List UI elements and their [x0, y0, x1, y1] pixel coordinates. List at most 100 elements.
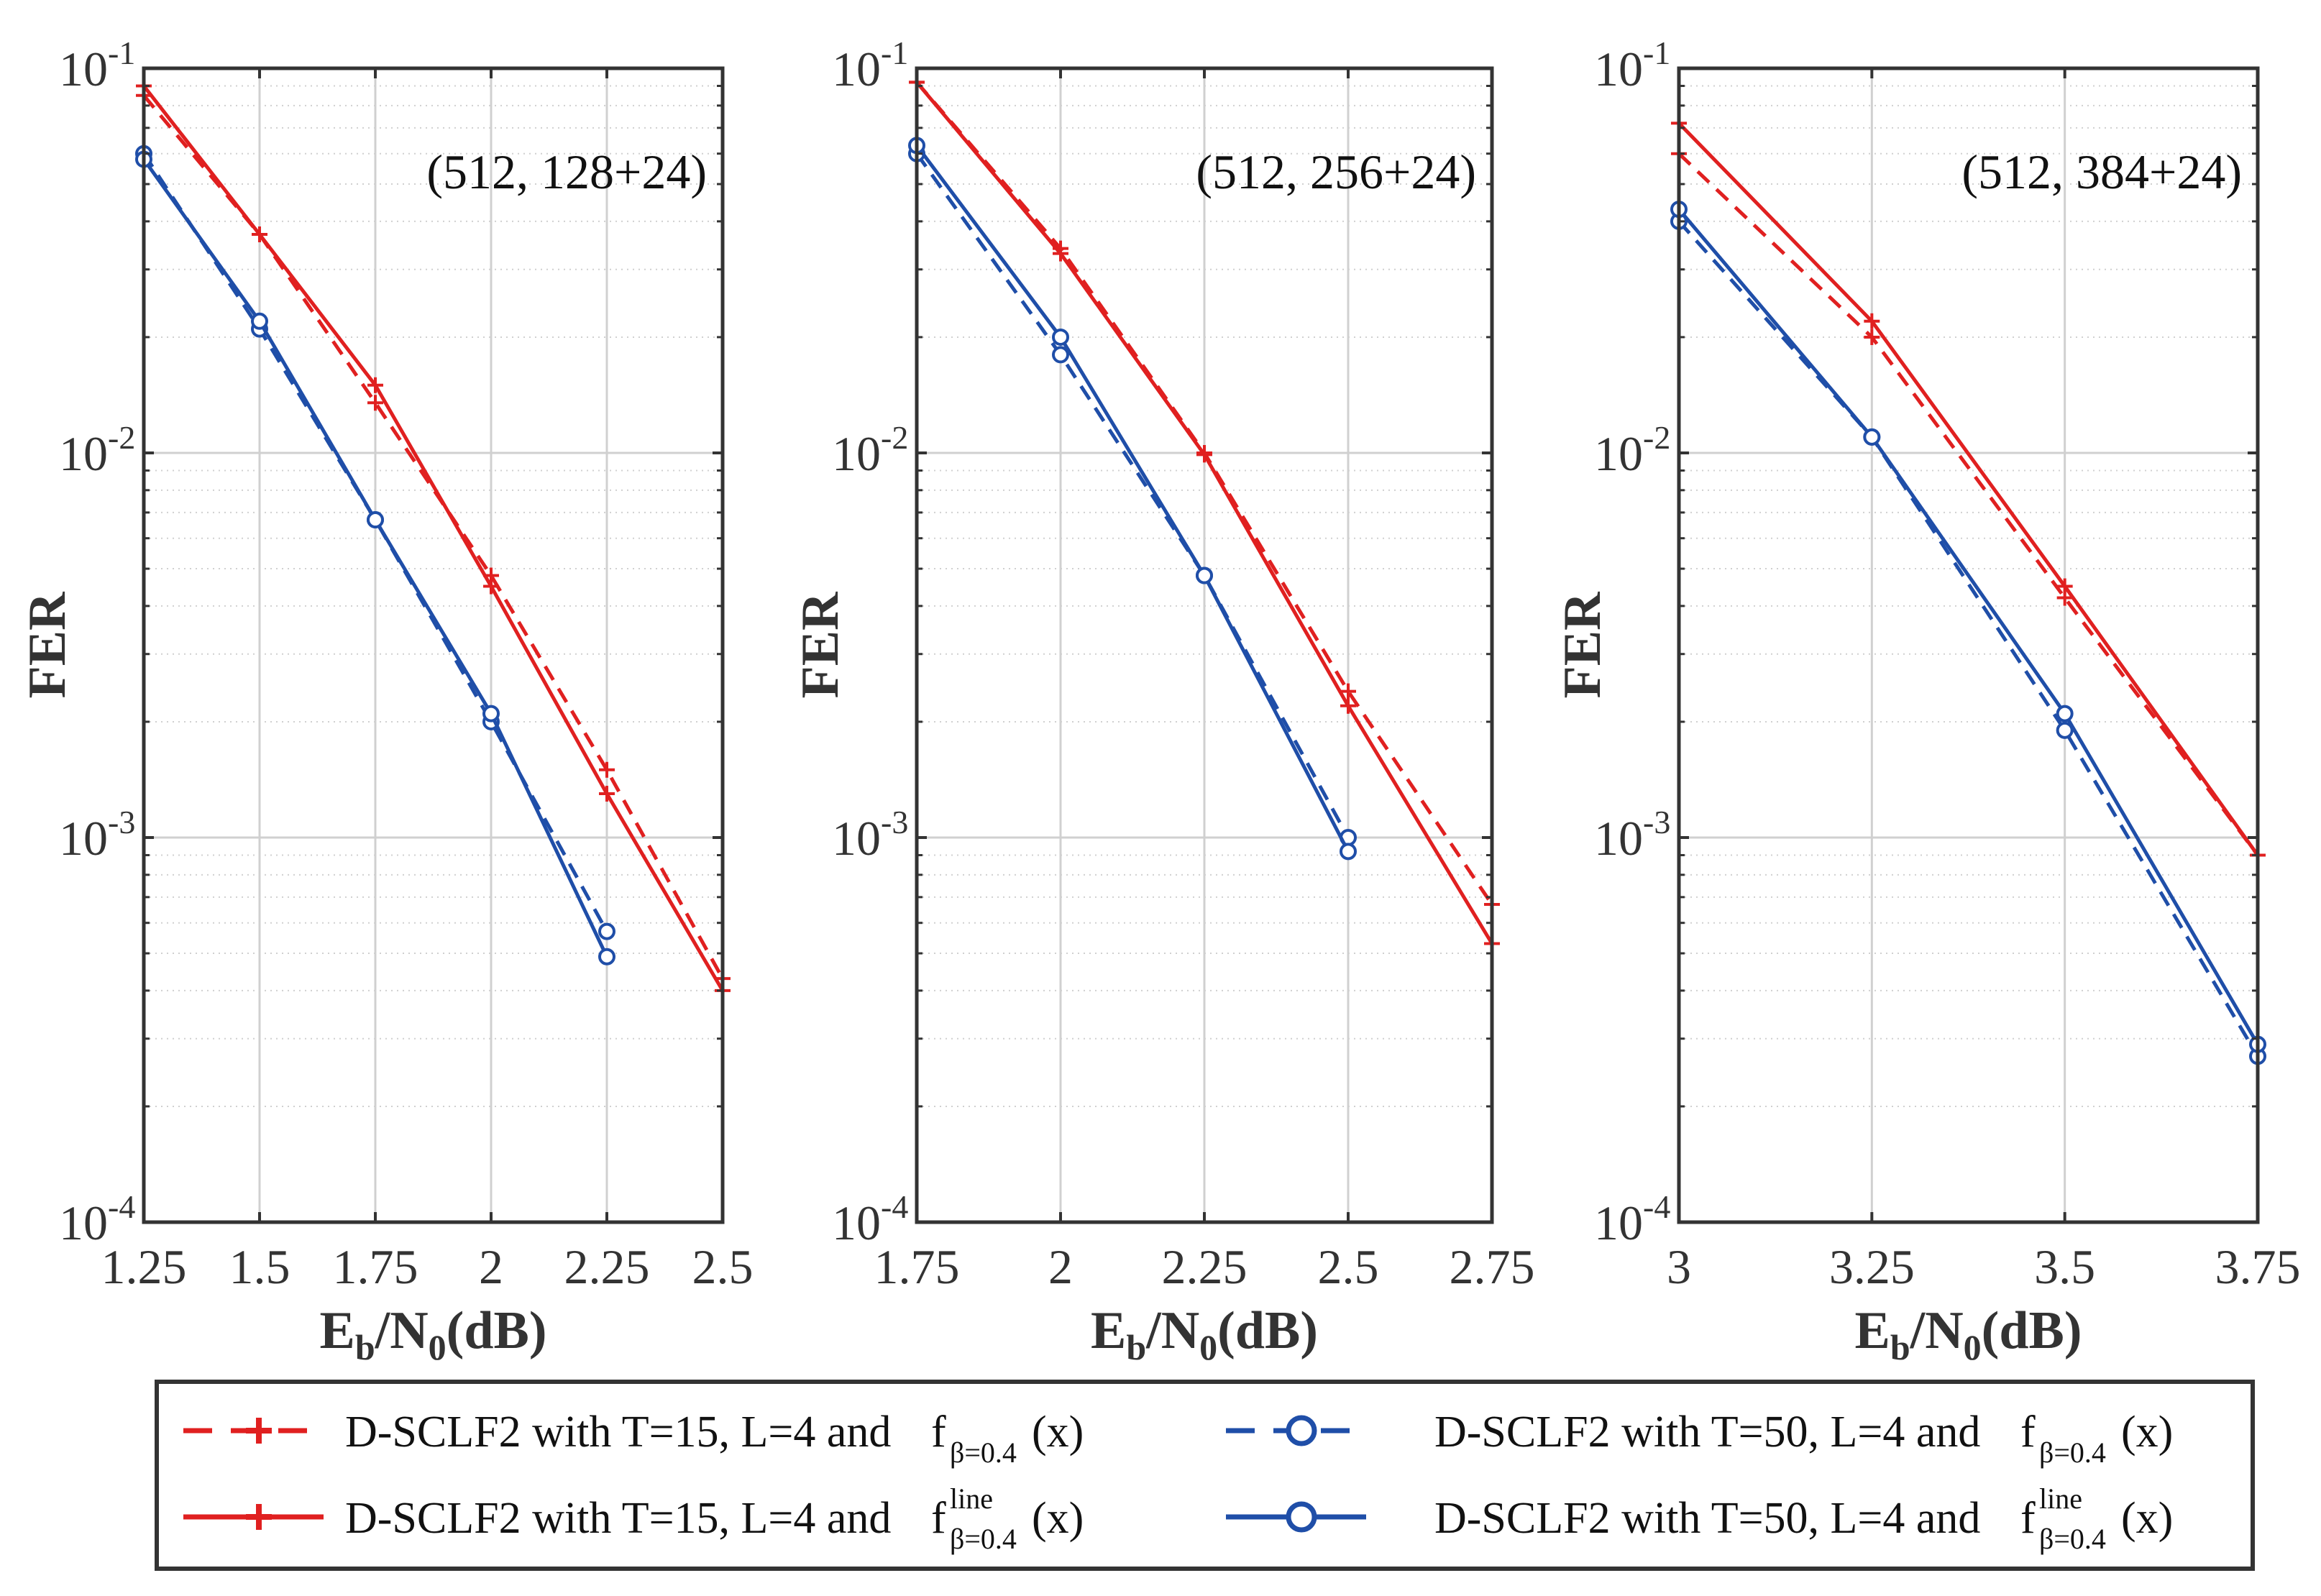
y-tick-exponent: -2	[881, 419, 908, 456]
data-point-plus	[599, 761, 615, 778]
x-axis-label: Eb/N0(dB)	[1091, 1301, 1318, 1367]
y-tick-label: 10-4	[832, 1188, 908, 1250]
legend-func-name: f	[2020, 1494, 2036, 1543]
x-label-sub: b	[1890, 1327, 1910, 1367]
data-point-circle	[2056, 705, 2074, 723]
axes-box	[1677, 66, 2260, 1224]
y-tick-base: 10	[1594, 1196, 1643, 1250]
data-point-circle	[1863, 428, 1881, 446]
legend-func-superscript: line	[2039, 1482, 2082, 1515]
x-tick-label: 2	[1048, 1239, 1073, 1294]
y-tick-base: 10	[832, 811, 881, 866]
legend-func-arg: (x)	[2121, 1494, 2173, 1543]
x-label-sub: 0	[429, 1327, 447, 1367]
x-tick-label: 1.25	[101, 1239, 187, 1294]
x-tick-label: 2.25	[564, 1239, 650, 1294]
data-point-circle	[598, 922, 615, 940]
y-tick-base: 10	[1594, 426, 1643, 481]
y-tick-label: 10-3	[59, 804, 135, 866]
y-tick-label: 10-4	[1594, 1188, 1670, 1250]
legend-function: f β=0.4 (x)	[2020, 1408, 2173, 1469]
legend-circle-marker	[1286, 1415, 1317, 1446]
y-tick-base: 10	[59, 42, 108, 96]
y-tick-base: 10	[59, 426, 108, 481]
legend-function: f line β=0.4 (x)	[931, 1482, 1084, 1555]
y-tick-exponent: -4	[1643, 1188, 1670, 1225]
legend-function: f β=0.4 (x)	[931, 1408, 1084, 1469]
y-tick-exponent: -1	[108, 35, 135, 71]
y-tick-base: 10	[1594, 811, 1643, 866]
y-tick-base: 10	[59, 811, 108, 866]
legend-func-name: f	[2020, 1408, 2036, 1457]
data-point-plus	[1053, 245, 1068, 262]
y-tick-exponent: -2	[1643, 419, 1670, 456]
y-tick-exponent: -1	[881, 35, 908, 71]
legend-func-name: f	[931, 1494, 946, 1543]
x-axis-label: Eb/N0(dB)	[1855, 1301, 2082, 1367]
x-tick-label: 1.75	[333, 1239, 418, 1294]
series-line-red-solid	[1677, 121, 2260, 856]
series-line-blue-dashed	[142, 152, 609, 932]
y-tick-label: 10-2	[832, 419, 908, 481]
x-tick-label: 2.75	[1450, 1239, 1535, 1294]
x-label-main: E	[1855, 1301, 1890, 1360]
y-axis-label: FER	[791, 591, 850, 699]
data-point-circle	[1052, 346, 1069, 364]
y-tick-exponent: -3	[108, 804, 135, 840]
series-line-red-dashed	[142, 94, 725, 980]
x-label-mid: /N	[1910, 1301, 1964, 1360]
y-tick-label: 10-4	[59, 1188, 135, 1250]
x-tick-label: 2	[479, 1239, 503, 1294]
legend-func-subscript: β=0.4	[950, 1523, 1017, 1555]
legend-circle-marker	[1286, 1501, 1317, 1533]
legend-entry-blue-solid: D-SCLF2 with T=50, L=4 and f line β=0.4 (x)	[1226, 1482, 2173, 1555]
y-tick-base: 10	[832, 1196, 881, 1250]
legend-box	[155, 1380, 2255, 1571]
chart-panel-1: 1.25 1.5 1.75 2 2.25 2.510-110-210-310-4FEREb…	[18, 35, 754, 1367]
x-label-tail: (dB)	[1217, 1301, 1318, 1360]
y-tick-label: 10-1	[59, 35, 135, 96]
x-label-main: E	[1091, 1301, 1126, 1360]
data-point-plus	[1340, 683, 1356, 700]
y-tick-label: 10-1	[1594, 35, 1670, 96]
x-tick-label: 2.5	[1318, 1239, 1379, 1294]
chart-panel-2: 1.75 2 2.25 2.5 2.7510-110-210-310-4FEREb/N0…	[791, 35, 1535, 1367]
data-point-plus	[367, 395, 383, 411]
data-point-plus	[1340, 697, 1356, 714]
legend-func-subscript: β=0.4	[2039, 1523, 2106, 1555]
y-tick-label: 10-3	[1594, 804, 1670, 866]
x-axis-label: Eb/N0(dB)	[320, 1301, 547, 1367]
x-label-tail: (dB)	[447, 1301, 547, 1360]
x-tick-label: 2.5	[692, 1239, 754, 1294]
data-point-circle	[251, 312, 268, 330]
series-line-red-solid	[142, 84, 725, 992]
legend-func-arg: (x)	[2121, 1408, 2173, 1457]
data-point-plus	[599, 786, 615, 802]
legend-entry-red-solid: D-SCLF2 with T=15, L=4 and f line β=0.4 (x)	[183, 1482, 1084, 1555]
legend-entry-red-dashed: D-SCLF2 with T=15, L=4 and f β=0.4 (x)	[183, 1408, 1084, 1469]
legend-func-superscript: line	[950, 1482, 993, 1515]
panel-annotation: (512, 384+24)	[1961, 145, 2242, 199]
series-line-blue-solid	[915, 144, 1350, 853]
legend-func-name: f	[931, 1408, 946, 1457]
data-point-plus	[1864, 313, 1880, 329]
y-tick-exponent: -1	[1643, 35, 1670, 71]
x-tick-label: 2.25	[1162, 1239, 1248, 1294]
series-line-blue-dashed	[915, 152, 1350, 839]
data-point-plus	[367, 377, 383, 393]
legend-func-arg: (x)	[1032, 1494, 1084, 1543]
panel-annotation: (512, 128+24)	[426, 145, 707, 199]
series-line-blue-solid	[1677, 208, 2260, 1045]
x-tick-label: 3.75	[2215, 1239, 2301, 1294]
legend-label: D-SCLF2 with T=50, L=4 and	[1434, 1408, 1980, 1457]
legend-label: D-SCLF2 with T=50, L=4 and	[1434, 1494, 1980, 1543]
y-tick-label: 10-2	[59, 419, 135, 481]
data-point-circle	[598, 948, 615, 966]
data-point-plus	[1196, 446, 1212, 463]
data-point-circle	[482, 705, 500, 723]
y-tick-label: 10-2	[1594, 419, 1670, 481]
y-tick-exponent: -3	[881, 804, 908, 840]
data-point-circle	[367, 511, 384, 529]
series-line-red-dashed	[1677, 152, 2260, 856]
